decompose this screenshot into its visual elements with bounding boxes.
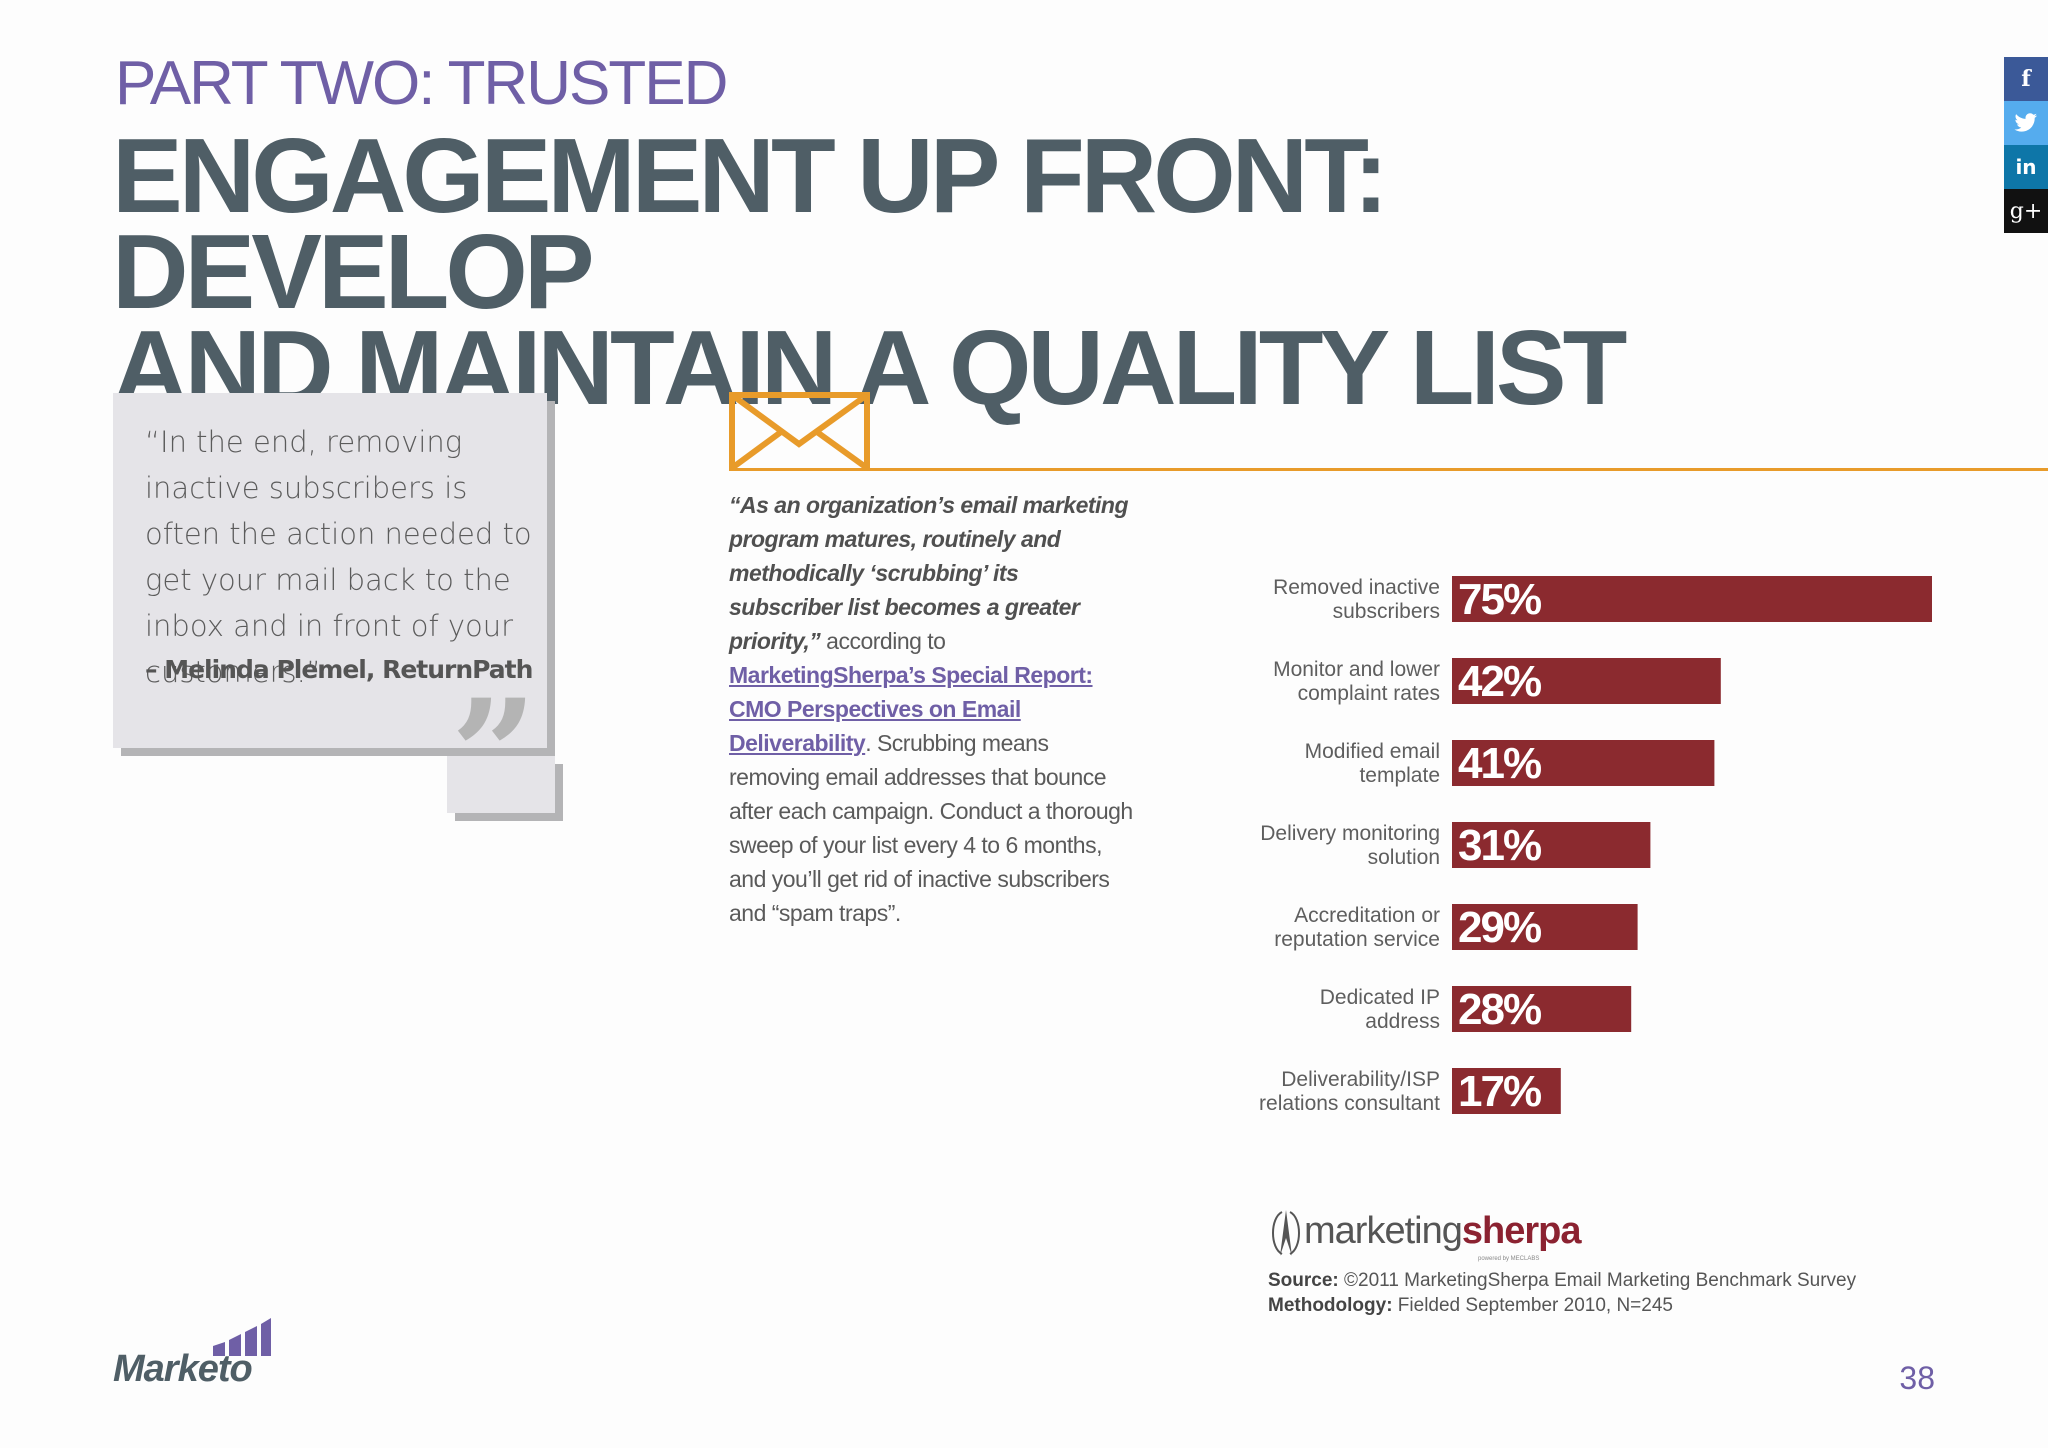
- page-title: ENGAGEMENT UP FRONT: DEVELOP AND MAINTAI…: [112, 123, 1712, 421]
- source-line: Source: ©2011 MarketingSherpa Email Mark…: [1268, 1268, 1988, 1293]
- body-paragraph: “As an organization’s email marketing pr…: [729, 488, 1134, 930]
- category-label-4-1: reputation service: [1274, 928, 1440, 951]
- category-label-1-1: complaint rates: [1298, 682, 1440, 705]
- bar-value-label-5: 28%: [1458, 985, 1541, 1034]
- body-pre-link: according to: [820, 628, 946, 654]
- brand-left: marketing: [1304, 1210, 1463, 1253]
- facebook-icon[interactable]: f: [2004, 57, 2048, 101]
- compass-icon: [1272, 1210, 1300, 1256]
- envelope-icon: [729, 392, 870, 469]
- social-share-bar: f in g+: [2004, 57, 2048, 233]
- google-plus-icon[interactable]: g+: [2004, 189, 2048, 233]
- bar-1: [1452, 658, 1721, 704]
- category-label-2-0: Modified email: [1305, 740, 1440, 763]
- methodology-label: Methodology:: [1268, 1295, 1393, 1316]
- bar-value-label-6: 17%: [1458, 1067, 1541, 1116]
- category-label-0-1: subscribers: [1333, 600, 1440, 623]
- category-label-5-1: address: [1365, 1010, 1440, 1033]
- body-post-link: . Scrubbing means removing email address…: [729, 730, 1133, 926]
- bar-5: [1452, 986, 1632, 1032]
- bar-6: [1452, 1068, 1561, 1114]
- bar-value-label-3: 31%: [1458, 821, 1541, 870]
- bar-value-label-2: 41%: [1458, 739, 1541, 788]
- pull-quote-author: – Melinda Plemel, ReturnPath: [145, 655, 533, 684]
- category-label-6-1: relations consultant: [1259, 1092, 1440, 1115]
- category-label-2-1: template: [1359, 764, 1440, 787]
- methodology-line: Methodology: Fielded September 2010, N=2…: [1268, 1293, 1988, 1318]
- bar-value-label-0: 75%: [1458, 575, 1541, 624]
- category-label-1-0: Monitor and lower: [1273, 658, 1440, 681]
- category-label-5-0: Dedicated IP: [1320, 986, 1440, 1009]
- twitter-icon[interactable]: [2004, 101, 2048, 145]
- linkedin-icon[interactable]: in: [2004, 145, 2048, 189]
- source-text: ©2011 MarketingSherpa Email Marketing Be…: [1338, 1270, 1857, 1291]
- marketingsherpa-logo: marketingsherpa powered by MECLABS: [1268, 1208, 1988, 1262]
- brand-sub: powered by MECLABS: [1478, 1256, 1540, 1262]
- bar-0: [1452, 576, 1932, 622]
- page-number: 38: [1899, 1360, 1935, 1396]
- body-lead-quote: “As an organization’s email marketing pr…: [729, 492, 1129, 654]
- source-label: Source:: [1268, 1270, 1339, 1291]
- methodology-text: Fielded September 2010, N=245: [1392, 1295, 1673, 1316]
- bar-value-label-4: 29%: [1458, 903, 1541, 952]
- brand-right: sherpa: [1461, 1210, 1582, 1253]
- category-label-4-0: Accreditation or: [1294, 904, 1440, 927]
- report-link[interactable]: MarketingSherpa’s Special Report: CMO Pe…: [729, 662, 1093, 756]
- bar-value-label-1: 42%: [1458, 657, 1541, 706]
- category-label-6-0: Deliverability/ISP: [1281, 1068, 1440, 1091]
- category-label-3-1: solution: [1368, 846, 1440, 869]
- source-caption: marketingsherpa powered by MECLABS Sourc…: [1268, 1208, 1988, 1318]
- pull-quote: “In the end, removing inactive subscribe…: [113, 393, 555, 830]
- bar-3: [1452, 822, 1651, 868]
- pull-quote-text: “In the end, removing inactive subscribe…: [145, 425, 532, 689]
- category-label-3-0: Delivery monitoring: [1260, 822, 1440, 845]
- bar-2: [1452, 740, 1715, 786]
- quote-mark-icon: ”: [450, 667, 537, 843]
- category-label-0-0: Removed inactive: [1273, 576, 1440, 599]
- marketo-bars-icon: [213, 1318, 271, 1356]
- page-title-line-1: ENGAGEMENT UP FRONT: DEVELOP: [112, 117, 1389, 331]
- section-kicker: PART TWO: TRUSTED: [115, 49, 728, 118]
- bar-4: [1452, 904, 1638, 950]
- marketo-logo: Marketo: [113, 1318, 271, 1391]
- section-divider: [729, 468, 2048, 471]
